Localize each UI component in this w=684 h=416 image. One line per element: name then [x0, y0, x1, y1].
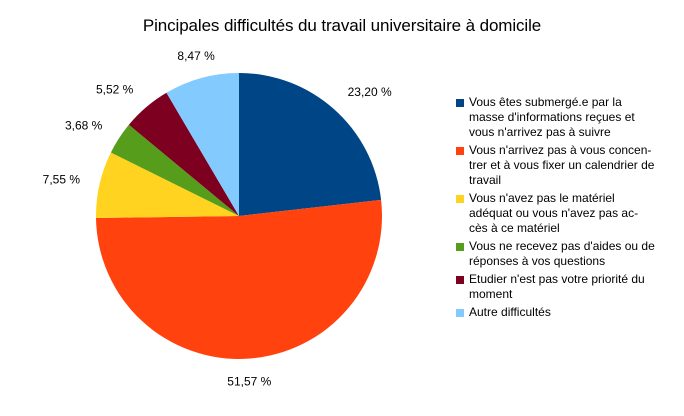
legend-label-5: Etudier n'est pas votre priorité du mome…	[469, 272, 645, 301]
pie-slice-6	[166, 73, 239, 216]
legend-swatch-2	[456, 147, 464, 155]
data-label-5: 5,52 %	[96, 83, 134, 97]
pie-slice-4	[110, 124, 239, 216]
data-label-1: 23,20 %	[348, 85, 392, 99]
legend-swatch-1	[456, 99, 464, 107]
legend-swatch-4	[456, 243, 464, 251]
data-label-4: 3,68 %	[65, 119, 103, 133]
pie-slice-5	[128, 92, 239, 216]
legend-label-6: Autre difficultés	[469, 305, 551, 319]
legend-label-4: Vous ne recevez pas d'aides ou de répons…	[469, 239, 655, 268]
legend-item-4: Vous ne recevez pas d'aides ou de répons…	[456, 239, 678, 269]
legend-swatch-5	[456, 276, 464, 284]
chart-title: Pincipales difficultés du travail univer…	[142, 16, 542, 35]
legend-item-5: Etudier n'est pas votre priorité du mome…	[456, 272, 678, 302]
data-label-2: 51,57 %	[227, 375, 271, 389]
pie-slice-2	[96, 199, 382, 359]
legend-swatch-3	[456, 195, 464, 203]
legend-item-1: Vous êtes submergé.e par la masse d'info…	[456, 95, 678, 140]
pie-slice-3	[95, 152, 240, 218]
data-label-6: 8,47 %	[177, 49, 215, 63]
legend-item-2: Vous n'arrivez pas à vous concen- trer e…	[456, 143, 678, 188]
legend-swatch-6	[456, 309, 464, 317]
legend-label-1: Vous êtes submergé.e par la masse d'info…	[469, 95, 635, 139]
data-label-3: 7,55 %	[43, 172, 81, 186]
pie-slice-1	[239, 73, 382, 216]
legend-item-6: Autre difficultés	[456, 305, 678, 320]
legend-label-3: Vous n'avez pas le matériel adéquat ou v…	[469, 191, 639, 235]
legend: Vous êtes submergé.e par la masse d'info…	[456, 95, 678, 323]
legend-item-3: Vous n'avez pas le matériel adéquat ou v…	[456, 191, 678, 236]
legend-label-2: Vous n'arrivez pas à vous concen- trer e…	[469, 143, 655, 187]
